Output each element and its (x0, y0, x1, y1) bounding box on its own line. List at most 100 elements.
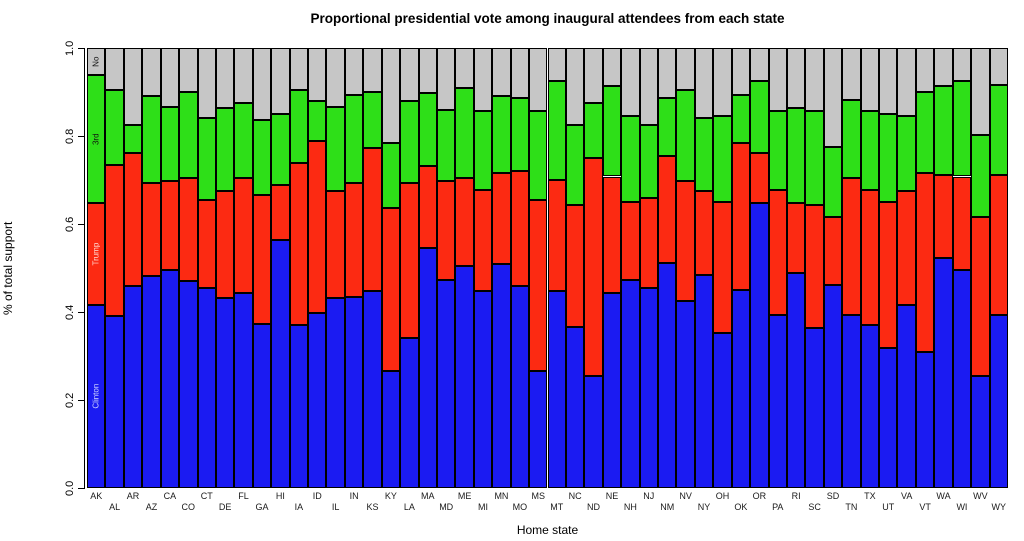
bar-IN-segment-Clinton (344, 296, 364, 488)
bar-ID-segment-3rd (308, 101, 327, 142)
bar-GA-segment-No (252, 48, 272, 120)
bar-NV-segment-No (676, 48, 695, 90)
bar-OK (731, 48, 751, 488)
bar-HI-segment-Trump (271, 184, 290, 240)
bar-ME-segment-Clinton (455, 266, 474, 488)
x-tick-label-WA: WA (936, 491, 951, 501)
bar-WY-segment-3rd (989, 84, 1008, 175)
bar-NC-segment-Clinton (565, 326, 585, 488)
bar-MO-segment-Trump (510, 171, 530, 287)
bar-MN-segment-No (492, 48, 511, 97)
y-tick (78, 136, 84, 137)
bar-WI-segment-Trump (952, 176, 972, 270)
bar-LA-segment-Trump (400, 183, 419, 338)
bar-LA-segment-Clinton (400, 337, 419, 488)
bar-OH (713, 48, 732, 488)
bar-CO-segment-Clinton (179, 281, 198, 488)
bar-ME-segment-No (455, 48, 474, 89)
bar-WY-segment-Trump (989, 174, 1008, 315)
bar-CA-segment-Clinton (160, 269, 180, 488)
bar-VA-segment-Trump (897, 191, 916, 305)
bar-CA-segment-No (160, 48, 180, 107)
bar-GA-segment-Trump (252, 194, 272, 325)
y-tick (78, 312, 84, 313)
bar-TX-segment-3rd (860, 111, 880, 190)
bar-AL-segment-No (105, 48, 124, 90)
bar-LA-segment-3rd (400, 101, 419, 184)
bar-ND-segment-3rd (584, 103, 603, 158)
bar-VT-segment-3rd (915, 91, 935, 173)
bar-MO-segment-3rd (510, 98, 530, 172)
bar-DE-segment-Trump (215, 191, 235, 298)
bar-AR (123, 48, 143, 488)
bar-MO-segment-Clinton (510, 286, 530, 488)
bar-TN-segment-3rd (842, 99, 861, 178)
x-tick-label-KS: KS (366, 502, 379, 512)
bar-NH (621, 48, 640, 488)
bar-WA-segment-3rd (934, 86, 953, 175)
y-tick-label: 0.6 (64, 216, 76, 232)
bar-UT-segment-Trump (879, 201, 898, 349)
bar-KS-segment-No (363, 48, 382, 92)
bar-KY-segment-Trump (381, 208, 401, 372)
bar-AZ-segment-No (142, 48, 161, 97)
bar-WA-segment-Trump (934, 174, 953, 258)
bar-OK-segment-No (731, 48, 751, 95)
bar-GA (252, 48, 272, 488)
bar-TN-segment-No (842, 48, 861, 100)
bar-OR-segment-3rd (750, 81, 769, 154)
bar-IA-segment-No (289, 48, 309, 90)
bar-IL-segment-3rd (326, 106, 345, 192)
bar-VT (915, 48, 935, 488)
x-tick-label-NY: NY (697, 502, 711, 512)
bar-ID-segment-Trump (308, 141, 327, 313)
x-tick-label-OR: OR (752, 491, 767, 501)
bar-MA-segment-Clinton (418, 248, 437, 488)
x-tick-label-LA: LA (403, 502, 415, 512)
bar-WA (934, 48, 953, 488)
x-tick-label-OK: OK (734, 502, 748, 512)
x-tick-label-TN: TN (845, 502, 858, 512)
bar-RI-segment-Trump (786, 202, 806, 273)
bar-PA-segment-No (768, 48, 787, 112)
x-tick-label-MI: MI (478, 502, 489, 512)
x-tick-label-CA: CA (163, 491, 177, 501)
bar-KY-segment-No (381, 48, 401, 144)
bar-LA-segment-No (400, 48, 419, 102)
bar-NY-segment-Trump (694, 191, 714, 275)
x-tick-label-PA: PA (772, 502, 784, 512)
x-tick-label-AZ: AZ (145, 502, 158, 512)
x-tick-label-MD: MD (439, 502, 454, 512)
bar-PA-segment-3rd (768, 111, 787, 190)
bar-IA-segment-Trump (289, 162, 309, 325)
bar-IA-segment-3rd (289, 89, 309, 163)
bar-OR-segment-Clinton (750, 202, 769, 488)
bar-OH-segment-Trump (713, 201, 732, 334)
bar-IN (344, 48, 364, 488)
bar-VT-segment-Clinton (915, 351, 935, 488)
bar-NE-segment-Trump (602, 176, 622, 294)
bar-NY-segment-No (694, 48, 714, 118)
bar-NJ-segment-3rd (639, 124, 658, 199)
bar-NM (658, 48, 677, 488)
bar-TX-segment-Trump (860, 189, 880, 325)
bar-TX (860, 48, 880, 488)
x-tick-label-ND: ND (587, 502, 601, 512)
bar-AR-segment-3rd (123, 124, 143, 154)
bar-ME-segment-Trump (455, 177, 474, 267)
bar-VT-segment-No (915, 48, 935, 92)
bar-RI-segment-3rd (786, 107, 806, 203)
bar-VT-segment-Trump (915, 172, 935, 352)
bar-IL-segment-Trump (326, 191, 345, 298)
bar-LA (400, 48, 419, 488)
bar-MI-segment-Clinton (473, 291, 493, 488)
x-tick-label-NM: NM (660, 502, 675, 512)
bar-AZ (142, 48, 161, 488)
bar-SC-segment-Trump (805, 204, 824, 328)
bar-ME-segment-3rd (455, 88, 474, 178)
bar-AK-segment-3rd (87, 74, 106, 203)
bar-MA-segment-Trump (418, 166, 437, 249)
bar-MS-segment-No (529, 48, 548, 112)
bar-TX-segment-No (860, 48, 880, 112)
bar-IN-segment-Trump (344, 183, 364, 297)
